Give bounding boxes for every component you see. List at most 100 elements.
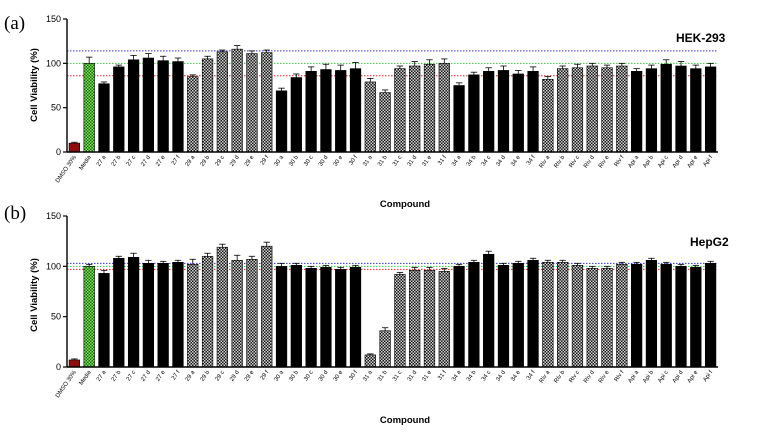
panel-a-x-tick-label: 31 d [407, 155, 419, 168]
panel-a-x-axis-title: Compound [380, 199, 430, 210]
panel-a-x-tick-labels: DMSO 30% Media 27 a 27 b 27 c 27 d 27 e 27 f 29 … [55, 154, 714, 184]
panel-b-x-tick-label: 34 c [481, 370, 492, 383]
panel-a-x-tick-label: Api c [657, 155, 670, 169]
panel-b-x-tick-label: 27 e [155, 369, 167, 383]
panel-a-x-tick-label: 27 d [140, 155, 152, 168]
panel-b-x-tick-label: 31 e [422, 369, 434, 383]
panel-b-x-tick-label: 29 f [260, 369, 271, 381]
panel-a-x-tick-label: 27 c [126, 155, 137, 168]
panel-b-x-tick-label: 30 c [303, 370, 314, 383]
panel-a-bar [438, 63, 450, 153]
panel-b-bar [216, 246, 228, 368]
panel-b-x-tick-label: 27 b [111, 369, 123, 383]
panel-a-x-tick-label: Riv c [569, 155, 582, 169]
panel-a-bar [704, 66, 717, 153]
panel-a-bar [394, 68, 406, 153]
panel-a-bar [335, 70, 347, 153]
panel-a-x-tick-label: 31 a [362, 154, 374, 168]
panel-b-bar [261, 245, 273, 368]
panel-b-bar [231, 259, 243, 368]
panel-b-y-tick-label: 150 [46, 211, 61, 221]
panel-b-bar [601, 268, 613, 368]
panel-a-x-tick-label: Riv a [539, 154, 552, 169]
panel-a-x-tick-label: Api f [702, 154, 714, 168]
panel-b-x-tick-label: Riv c [569, 370, 582, 384]
panel-a-bar [261, 52, 273, 153]
panel-b-bar [438, 271, 450, 368]
panel-a-bar [468, 74, 480, 153]
panel-a-bar [497, 70, 510, 153]
panel-b-bar [468, 262, 480, 368]
panel-b-bar [483, 253, 495, 368]
panel-a-bars [68, 45, 717, 153]
panel-a-x-tick-label: 29 b [200, 154, 212, 168]
panel-a-bar [645, 68, 658, 153]
panel-a-bar [690, 68, 702, 153]
panel-a-x-tick-label: Riv b [554, 154, 567, 169]
panel-a-x-tick-label: Riv f [614, 154, 626, 168]
panel-b-bar [142, 263, 155, 368]
panel-b-x-tick-label: DMSO 30% [55, 369, 78, 399]
panel-a-y-axis-title: Cell Viability (%) [29, 48, 40, 122]
panel-a-y-tick-label: 50 [51, 103, 61, 113]
panel-b-bar [98, 273, 110, 368]
panel-b-x-tick-label: Riv b [554, 369, 567, 384]
panel-a-bar [142, 57, 155, 153]
panel-b-x-tick-label: Riv e [598, 369, 611, 384]
panel-b-bar [113, 257, 125, 368]
panel-a-x-tick-label: 30 d [318, 155, 330, 168]
panel-b-x-tick-label: 31 f [437, 369, 448, 381]
panel-b-bar [127, 256, 140, 368]
panel-a-bar [157, 60, 169, 153]
panel-b-bar [557, 262, 569, 368]
panel-b-bar [409, 270, 421, 368]
panel-a-x-tick-label: 34 a [451, 154, 463, 168]
panel-b-bar [320, 267, 332, 368]
panel-a-bar [364, 81, 376, 153]
panel-a-bar [275, 90, 288, 153]
panel-a-bar [571, 67, 584, 153]
panel-a-bar [113, 66, 125, 153]
panel-a-x-tick-label: 29 a [185, 154, 197, 168]
panel-b-axes: 0 50 100 150 [46, 211, 718, 372]
panel-a-bar [83, 63, 95, 153]
panel-b-x-tick-label: 30 d [318, 370, 330, 383]
panel-b-bar [335, 269, 347, 368]
panel-a-bar [379, 92, 391, 153]
panel-b-x-tick-label: 27 a [96, 369, 108, 383]
panel-a-x-tick-label: 30 c [303, 155, 314, 168]
panel-b-y-tick-label: 100 [46, 261, 61, 271]
panel-a-x-tick-label: 31 c [392, 155, 403, 168]
panel-a-bar [512, 73, 524, 153]
panel-b-x-tick-label: Riv a [539, 369, 552, 384]
panel-b-x-tick-label: 34 a [451, 369, 463, 383]
panel-b-bar [690, 267, 702, 368]
panel-b-bar [423, 270, 436, 368]
panel-a-bar [453, 85, 465, 153]
panel-a-bar [675, 65, 687, 153]
panel-b-x-tick-label: Api b [642, 369, 655, 384]
panel-a-bar [542, 78, 554, 153]
panel-a-bar [216, 51, 228, 153]
panel-b-bar [172, 262, 184, 368]
panel-a-bar [172, 61, 184, 153]
panel-b-bar [83, 266, 95, 368]
panel-b-x-axis-title: Compound [380, 415, 430, 426]
panel-b-bar [187, 264, 199, 368]
panel-b-x-tick-label: 34 d [495, 370, 507, 383]
panel-a-x-tick-label: 34 b [466, 154, 478, 168]
panel-a-x-tick-label: 29 f [260, 154, 271, 166]
panel-b-x-tick-label: 34 e [510, 369, 522, 383]
panel-b-bar [527, 259, 539, 368]
panel-b-x-tick-label: Api e [687, 369, 700, 384]
panel-b-bar [201, 255, 214, 368]
panel-a-bar [349, 68, 362, 153]
panel-b-y-tick-label: 50 [51, 312, 61, 322]
panel-a-x-tick-label: Api e [687, 154, 700, 169]
panel-b-chart: (b) HepG2 Cell Viability (%) Compound 0 5… [4, 203, 729, 426]
panel-b-bar [512, 263, 524, 368]
panel-b-x-tick-label: 34 f [526, 369, 537, 381]
panel-b-x-tick-label: 31 c [392, 370, 403, 383]
panel-a-x-tick-label: 30 a [274, 154, 286, 168]
panel-a-bar [483, 71, 495, 153]
